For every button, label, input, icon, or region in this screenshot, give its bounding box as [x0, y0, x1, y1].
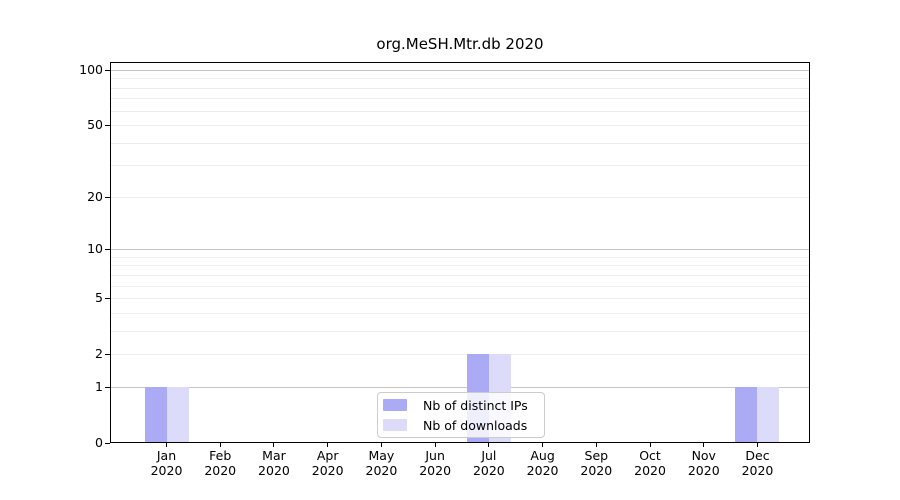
x-axis-label-year: 2020	[741, 463, 774, 478]
legend-item-nb-of-downloads: Nb of downloads	[383, 418, 538, 433]
x-axis-label-year: 2020	[419, 463, 452, 478]
x-axis-label-jul: Jul 2020	[449, 448, 529, 478]
x-axis-label-year: 2020	[204, 463, 237, 478]
x-axis-tick-sep	[595, 443, 597, 447]
x-axis-tick-apr	[327, 443, 329, 447]
gridline-minor-8	[111, 265, 809, 267]
gridline-minor-80	[111, 87, 809, 89]
y-axis-tick-100	[105, 70, 110, 71]
x-axis-label-month: Oct	[639, 448, 661, 463]
legend-item-nb-of-distinct-ips: Nb of distinct IPs	[383, 398, 538, 413]
gridline-minor-5	[111, 298, 809, 300]
x-axis-label-month: Mar	[262, 448, 286, 463]
gridline-major-10	[111, 249, 809, 251]
x-axis-tick-nov	[703, 443, 705, 447]
bar-nb-of-distinct-ips-jan	[144, 386, 167, 442]
y-axis-tick-50	[105, 125, 110, 127]
bar-nb-of-downloads-dec	[757, 386, 780, 442]
x-axis-label-month: Jul	[481, 448, 497, 463]
x-axis-label-jan: Jan 2020	[127, 448, 207, 478]
x-axis-label-dec: Dec 2020	[717, 448, 797, 478]
x-axis-label-month: Aug	[530, 448, 555, 463]
y-axis-label-20: 20	[87, 188, 103, 204]
x-axis-label-year: 2020	[634, 463, 666, 478]
gridline-minor-9	[111, 256, 809, 258]
x-axis-label-year: 2020	[472, 463, 505, 478]
x-axis-label-year: 2020	[526, 463, 559, 478]
y-axis-label-5: 5	[95, 290, 103, 306]
gridline-minor-20	[111, 196, 809, 198]
x-axis-tick-dec	[756, 443, 758, 447]
x-axis-tick-jul	[488, 443, 490, 447]
x-axis-label-oct: Oct 2020	[610, 448, 690, 478]
legend-label-nb-of-distinct-ips: Nb of distinct IPs	[423, 397, 528, 413]
x-axis-label-month: Sep	[584, 448, 609, 463]
legend-swatch-nb-of-downloads	[383, 419, 407, 431]
x-axis-label-sep: Sep 2020	[556, 448, 636, 478]
x-axis-label-feb: Feb 2020	[180, 448, 260, 478]
x-axis-tick-oct	[649, 443, 651, 447]
y-axis-label-50: 50	[87, 117, 103, 133]
y-axis-label-10: 10	[87, 241, 103, 257]
gridline-minor-50	[111, 125, 809, 127]
x-axis-label-apr: Apr 2020	[288, 448, 368, 478]
x-axis-label-month: May	[368, 448, 395, 463]
x-axis-label-aug: Aug 2020	[503, 448, 583, 478]
x-axis-tick-jan	[166, 443, 167, 447]
x-axis-label-jun: Jun 2020	[395, 448, 475, 478]
legend-swatch-nb-of-distinct-ips	[383, 399, 407, 411]
x-axis-tick-aug	[542, 443, 544, 447]
x-axis-label-month: Jun	[425, 448, 445, 463]
gridline-minor-60	[111, 110, 809, 112]
y-axis-tick-1	[105, 386, 110, 388]
x-axis-tick-feb	[219, 443, 221, 447]
legend-label-nb-of-downloads: Nb of downloads	[423, 417, 528, 433]
x-axis-label-year: 2020	[365, 463, 398, 478]
x-axis-tick-jun	[434, 443, 436, 447]
x-axis-label-year: 2020	[580, 463, 613, 478]
bar-nb-of-downloads-jan	[166, 386, 189, 442]
chart-title: org.MeSH.Mtr.db 2020	[376, 35, 544, 53]
y-axis-tick-20	[105, 196, 110, 198]
legend: Nb of distinct IPs Nb of downloads	[377, 392, 545, 438]
gridline-minor-4	[111, 312, 809, 314]
gridline-minor-6	[111, 285, 809, 287]
y-axis-label-2: 2	[95, 346, 103, 362]
y-axis-label-100: 100	[79, 62, 103, 77]
x-axis-label-month: Feb	[209, 448, 232, 463]
gridline-major-1	[111, 386, 809, 388]
gridline-minor-2	[111, 354, 809, 356]
plot-area	[110, 62, 810, 443]
gridline-minor-40	[111, 142, 809, 144]
x-axis-label-nov: Nov 2020	[664, 448, 744, 478]
gridline-minor-70	[111, 98, 809, 100]
y-axis-tick-5	[105, 298, 110, 300]
gridline-major-100	[111, 70, 809, 71]
x-axis-label-month: Nov	[691, 448, 716, 463]
x-axis-label-month: Apr	[316, 448, 339, 463]
y-axis-label-1: 1	[95, 378, 103, 394]
gridline-minor-7	[111, 274, 809, 276]
gridline-minor-90	[111, 78, 809, 80]
x-axis-label-year: 2020	[311, 463, 344, 478]
y-axis-tick-10	[105, 249, 110, 251]
x-axis-label-mar: Mar 2020	[234, 448, 314, 478]
x-axis-label-year: 2020	[687, 463, 720, 478]
x-axis-label-year: 2020	[258, 463, 290, 478]
x-axis-label-month: Jan	[156, 448, 177, 463]
x-axis-tick-mar	[273, 443, 275, 447]
gridline-minor-3	[111, 330, 809, 332]
x-axis-tick-may	[380, 443, 382, 447]
x-axis-label-year: 2020	[150, 463, 183, 478]
bar-nb-of-distinct-ips-dec	[735, 386, 758, 442]
y-axis-label-0: 0	[95, 435, 103, 450]
x-axis-label-month: Dec	[745, 448, 770, 463]
y-axis-tick-2	[105, 354, 110, 356]
gridline-minor-30	[111, 165, 809, 167]
y-axis-tick-0	[105, 443, 110, 444]
x-axis-label-may: May 2020	[341, 448, 421, 478]
